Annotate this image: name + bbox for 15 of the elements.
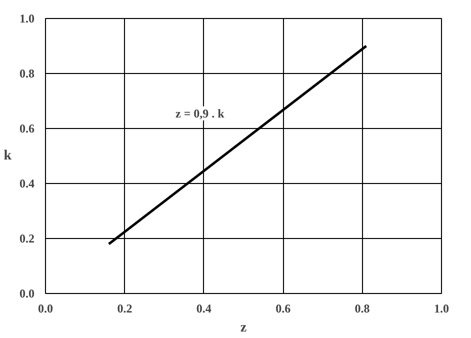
x-axis-title: z [240, 320, 247, 336]
x-tick-label: 0.8 [354, 302, 370, 316]
y-tick-label: 0.0 [20, 286, 34, 300]
y-axis-title: k [4, 148, 12, 164]
y-tick-label: 0.4 [20, 176, 34, 190]
x-tick-label: 0.6 [276, 302, 291, 316]
x-tick-label: 0.4 [196, 302, 212, 316]
y-tick-label: 1.0 [20, 12, 34, 26]
x-tick-label: 0.0 [38, 302, 53, 316]
annotation: z = 0,9 . k [176, 106, 225, 120]
x-tick-label: 1.0 [434, 302, 449, 316]
y-tick-label: 0.6 [20, 122, 34, 136]
x-tick-label: 0.2 [117, 302, 132, 316]
y-tick-label: 0.2 [20, 232, 34, 246]
y-tick-label: 0.8 [20, 66, 34, 80]
